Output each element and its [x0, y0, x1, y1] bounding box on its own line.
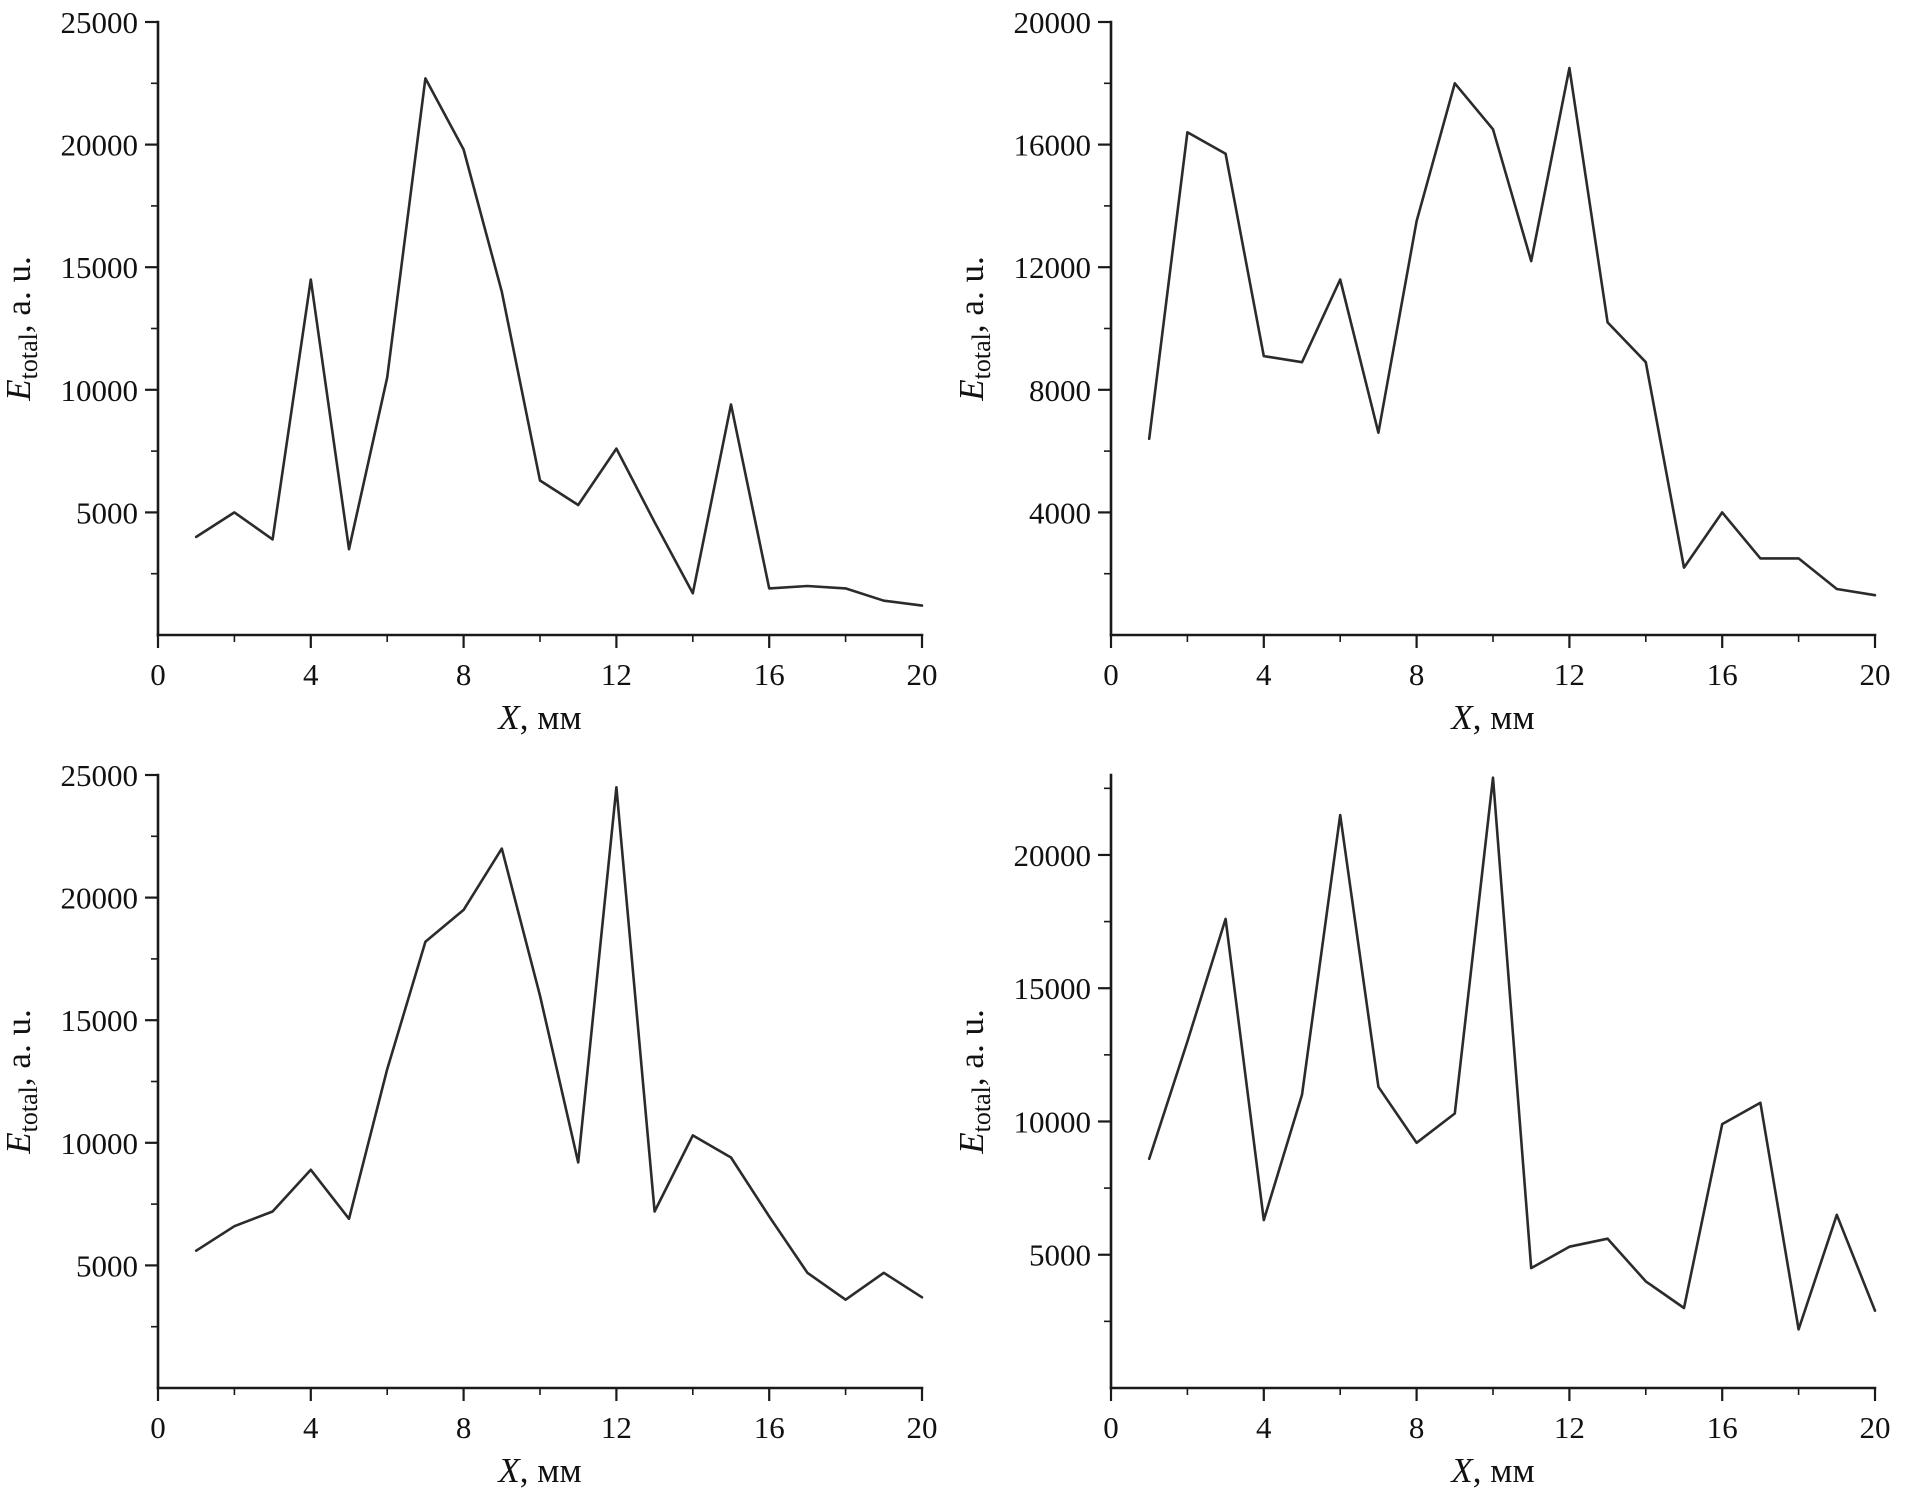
- series-line: [194, 785, 924, 1302]
- line-chart-bottom-left: 0 4 8 12 16 20 5000 10000 15000 20000 25000 X, мм Et…: [0, 758, 938, 1490]
- x-tick-label: 20: [1859, 1410, 1890, 1445]
- y-tick-label: 5000: [76, 1248, 138, 1283]
- y-tick-label: 20000: [61, 881, 139, 916]
- x-axis-label: X, мм: [1449, 698, 1534, 737]
- y-tick-label: 20000: [1013, 5, 1091, 40]
- x-tick-label: 16: [1706, 657, 1737, 692]
- y-axis-label: Etotal, a. u.: [0, 1009, 43, 1154]
- x-tick-label: 8: [456, 1410, 472, 1445]
- y-tick-label: 25000: [61, 758, 139, 793]
- x-axis-label: X, мм: [496, 1451, 581, 1490]
- x-tick-label: 4: [303, 1410, 319, 1445]
- y-tick-label: 16000: [1013, 128, 1091, 163]
- y-tick-label: 15000: [61, 1003, 139, 1038]
- x-tick-label: 0: [1103, 1410, 1119, 1445]
- x-tick-label: 0: [150, 1410, 166, 1445]
- y-tick-label: 5000: [76, 495, 138, 530]
- series-line: [1147, 66, 1876, 597]
- x-tick-label: 20: [1859, 657, 1890, 692]
- series-line: [1147, 776, 1876, 1331]
- y-tick-label: 20000: [61, 128, 139, 163]
- y-tick-label: 10000: [1013, 1104, 1091, 1139]
- y-tick-label: 15000: [61, 250, 139, 285]
- line-chart-bottom-right: 0 4 8 12 16 20 5000 10000 15000 20000 X, мм Etotal,…: [953, 773, 1890, 1490]
- y-tick-label: 15000: [1013, 971, 1091, 1006]
- y-tick-label: 25000: [61, 5, 139, 40]
- series-line: [194, 77, 924, 607]
- x-tick-label: 0: [150, 657, 166, 692]
- y-tick-label: 4000: [1029, 495, 1091, 530]
- y-axis-label: Etotal, a. u.: [953, 256, 996, 401]
- line-chart-top-left: 0 4 8 12 16 20 5000 10000 15000 20000 25000 X, мм Et…: [0, 5, 938, 737]
- x-tick-label: 8: [1408, 657, 1424, 692]
- x-tick-label: 8: [1408, 1410, 1424, 1445]
- line-chart-top-right: 0 4 8 12 16 20 4000 8000 12000 16000 20000 X, мм Eto…: [953, 5, 1891, 737]
- x-axis-label: X, мм: [1449, 1451, 1534, 1490]
- x-tick-label: 4: [1256, 657, 1272, 692]
- y-tick-label: 20000: [1013, 838, 1091, 873]
- chart-panel-bottom-right: 0 4 8 12 16 20 5000 10000 15000 20000 X, мм Etotal,…: [953, 753, 1905, 1506]
- x-tick-label: 0: [1103, 657, 1119, 692]
- y-tick-label: 5000: [1029, 1238, 1091, 1273]
- x-tick-label: 12: [601, 657, 632, 692]
- y-tick-label: 10000: [61, 373, 139, 408]
- y-axis-label: Etotal, a. u.: [0, 256, 43, 401]
- x-tick-label: 12: [1553, 1410, 1584, 1445]
- x-tick-label: 12: [601, 1410, 632, 1445]
- y-tick-label: 10000: [61, 1126, 139, 1161]
- chart-panel-bottom-left: 0 4 8 12 16 20 5000 10000 15000 20000 25000 X, мм Et…: [0, 753, 952, 1506]
- x-tick-label: 4: [303, 657, 319, 692]
- x-tick-label: 16: [754, 657, 785, 692]
- x-tick-label: 4: [1256, 1410, 1272, 1445]
- x-tick-label: 8: [456, 657, 472, 692]
- y-tick-label: 8000: [1029, 373, 1091, 408]
- x-tick-label: 12: [1553, 657, 1584, 692]
- y-axis-label: Etotal, a. u.: [953, 1009, 996, 1154]
- chart-panel-top-left: 0 4 8 12 16 20 5000 10000 15000 20000 25000 X, мм Et…: [0, 0, 952, 753]
- x-axis-label: X, мм: [496, 698, 581, 737]
- chart-panel-top-right: 0 4 8 12 16 20 4000 8000 12000 16000 20000 X, мм Eto…: [953, 0, 1905, 753]
- y-tick-label: 12000: [1013, 250, 1091, 285]
- x-tick-label: 16: [1706, 1410, 1737, 1445]
- x-tick-label: 20: [907, 657, 938, 692]
- x-tick-label: 20: [907, 1410, 938, 1445]
- x-tick-label: 16: [754, 1410, 785, 1445]
